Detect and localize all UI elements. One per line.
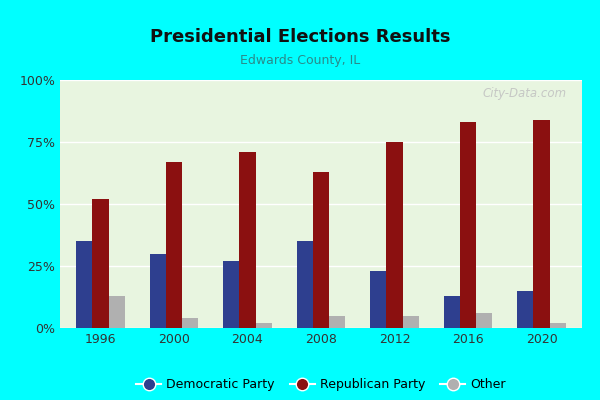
Bar [256, 323, 272, 328]
Bar [223, 261, 239, 328]
Bar [444, 296, 460, 328]
Bar [109, 296, 125, 328]
Text: Edwards County, IL: Edwards County, IL [240, 54, 360, 67]
Bar [460, 122, 476, 328]
Bar [550, 323, 566, 328]
Bar [92, 199, 109, 328]
Bar [370, 271, 386, 328]
Bar [517, 291, 533, 328]
Bar [313, 172, 329, 328]
Bar [239, 152, 256, 328]
Text: Presidential Elections Results: Presidential Elections Results [150, 28, 450, 46]
Bar [533, 120, 550, 328]
Bar [403, 316, 419, 328]
Bar [76, 241, 92, 328]
Bar [476, 313, 493, 328]
Bar [329, 316, 345, 328]
Bar [149, 254, 166, 328]
Bar [182, 318, 198, 328]
Bar [386, 142, 403, 328]
Bar [297, 241, 313, 328]
Legend: Democratic Party, Republican Party, Other: Democratic Party, Republican Party, Othe… [131, 373, 511, 396]
Text: City-Data.com: City-Data.com [482, 88, 566, 100]
Bar [166, 162, 182, 328]
